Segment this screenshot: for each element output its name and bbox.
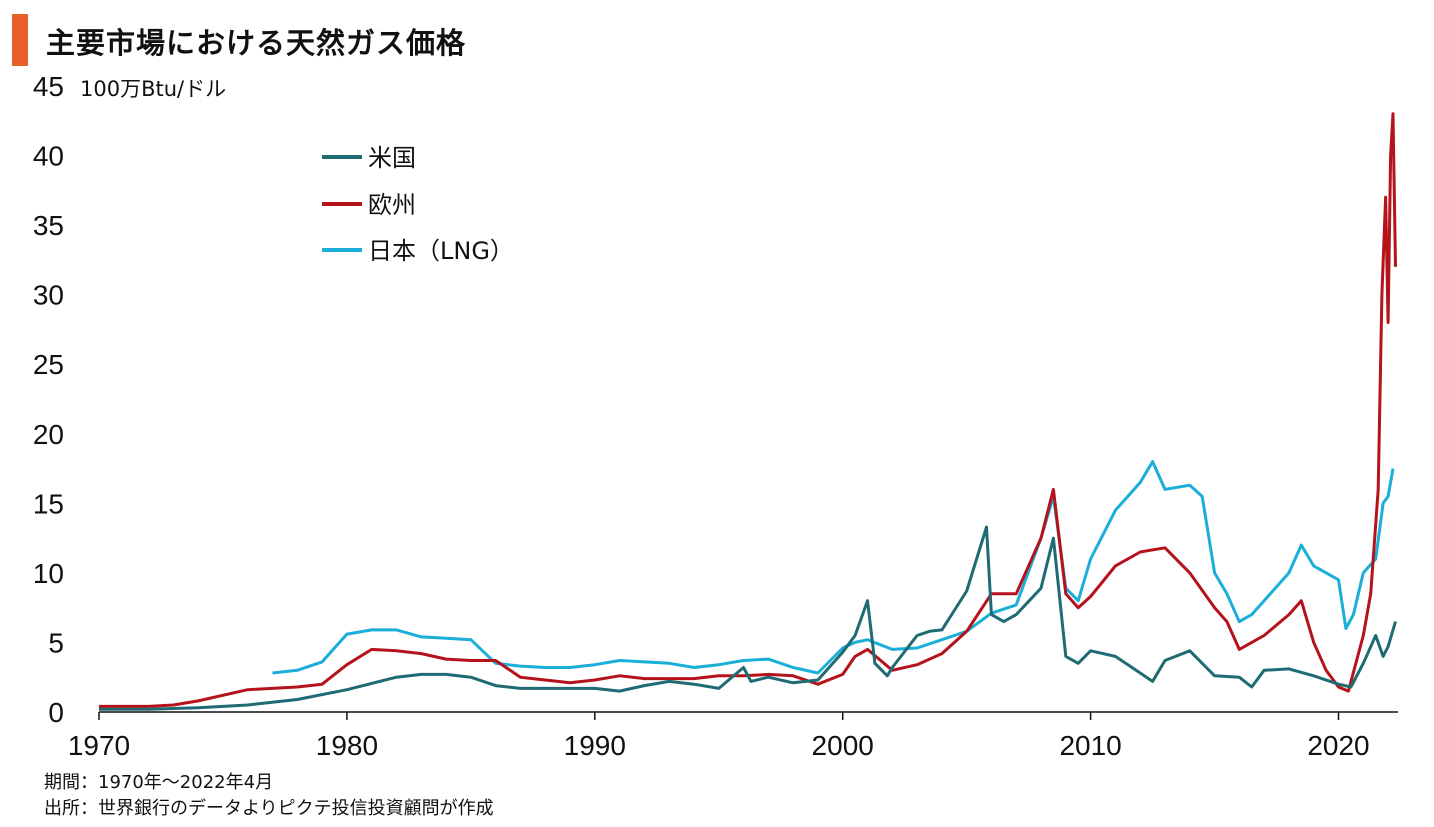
y-tick-label: 30 [33, 280, 64, 311]
x-axis-tick-marks [98, 712, 1340, 720]
source-note: 出所：世界銀行のデータよりピクテ投信投資顧問が作成 [44, 798, 494, 819]
series-line-us [99, 525, 1397, 711]
series-line-japan [272, 460, 1395, 675]
legend-label: 米国 [368, 144, 416, 172]
x-tick-label: 1980 [316, 730, 378, 761]
y-tick-label: 15 [33, 488, 64, 519]
chart-title: 主要市場における天然ガス価格 [46, 26, 467, 60]
x-tick-label: 2010 [1059, 730, 1121, 761]
series-lines [99, 112, 1397, 711]
title-accent-bar [12, 14, 28, 66]
y-axis-ticks: 0 5 10 15 20 25 30 35 40 45 [33, 71, 64, 728]
x-tick-label: 1970 [68, 730, 130, 761]
legend-label: 欧州 [368, 191, 416, 219]
period-note: 期間：1970年～2022年4月 [44, 772, 274, 793]
y-tick-label: 10 [33, 558, 64, 589]
y-tick-label: 0 [48, 697, 64, 728]
x-axis-ticks: 1970 1980 1990 2000 2010 2020 [68, 730, 1370, 761]
y-tick-label: 25 [33, 349, 64, 380]
y-axis-unit-label: 100万Btu/ドル [80, 77, 226, 101]
footer: 期間：1970年～2022年4月 出所：世界銀行のデータよりピクテ投信投資顧問が… [44, 770, 494, 822]
series-line-europe [99, 112, 1397, 708]
y-tick-label: 5 [48, 627, 64, 658]
y-tick-label: 20 [33, 419, 64, 450]
x-tick-label: 2020 [1307, 730, 1369, 761]
y-tick-label: 35 [33, 210, 64, 241]
y-tick-label: 40 [33, 141, 64, 172]
legend-label: 日本（LNG） [368, 237, 514, 265]
y-tick-label: 45 [33, 71, 64, 102]
x-tick-label: 1990 [564, 730, 626, 761]
x-tick-label: 2000 [812, 730, 874, 761]
